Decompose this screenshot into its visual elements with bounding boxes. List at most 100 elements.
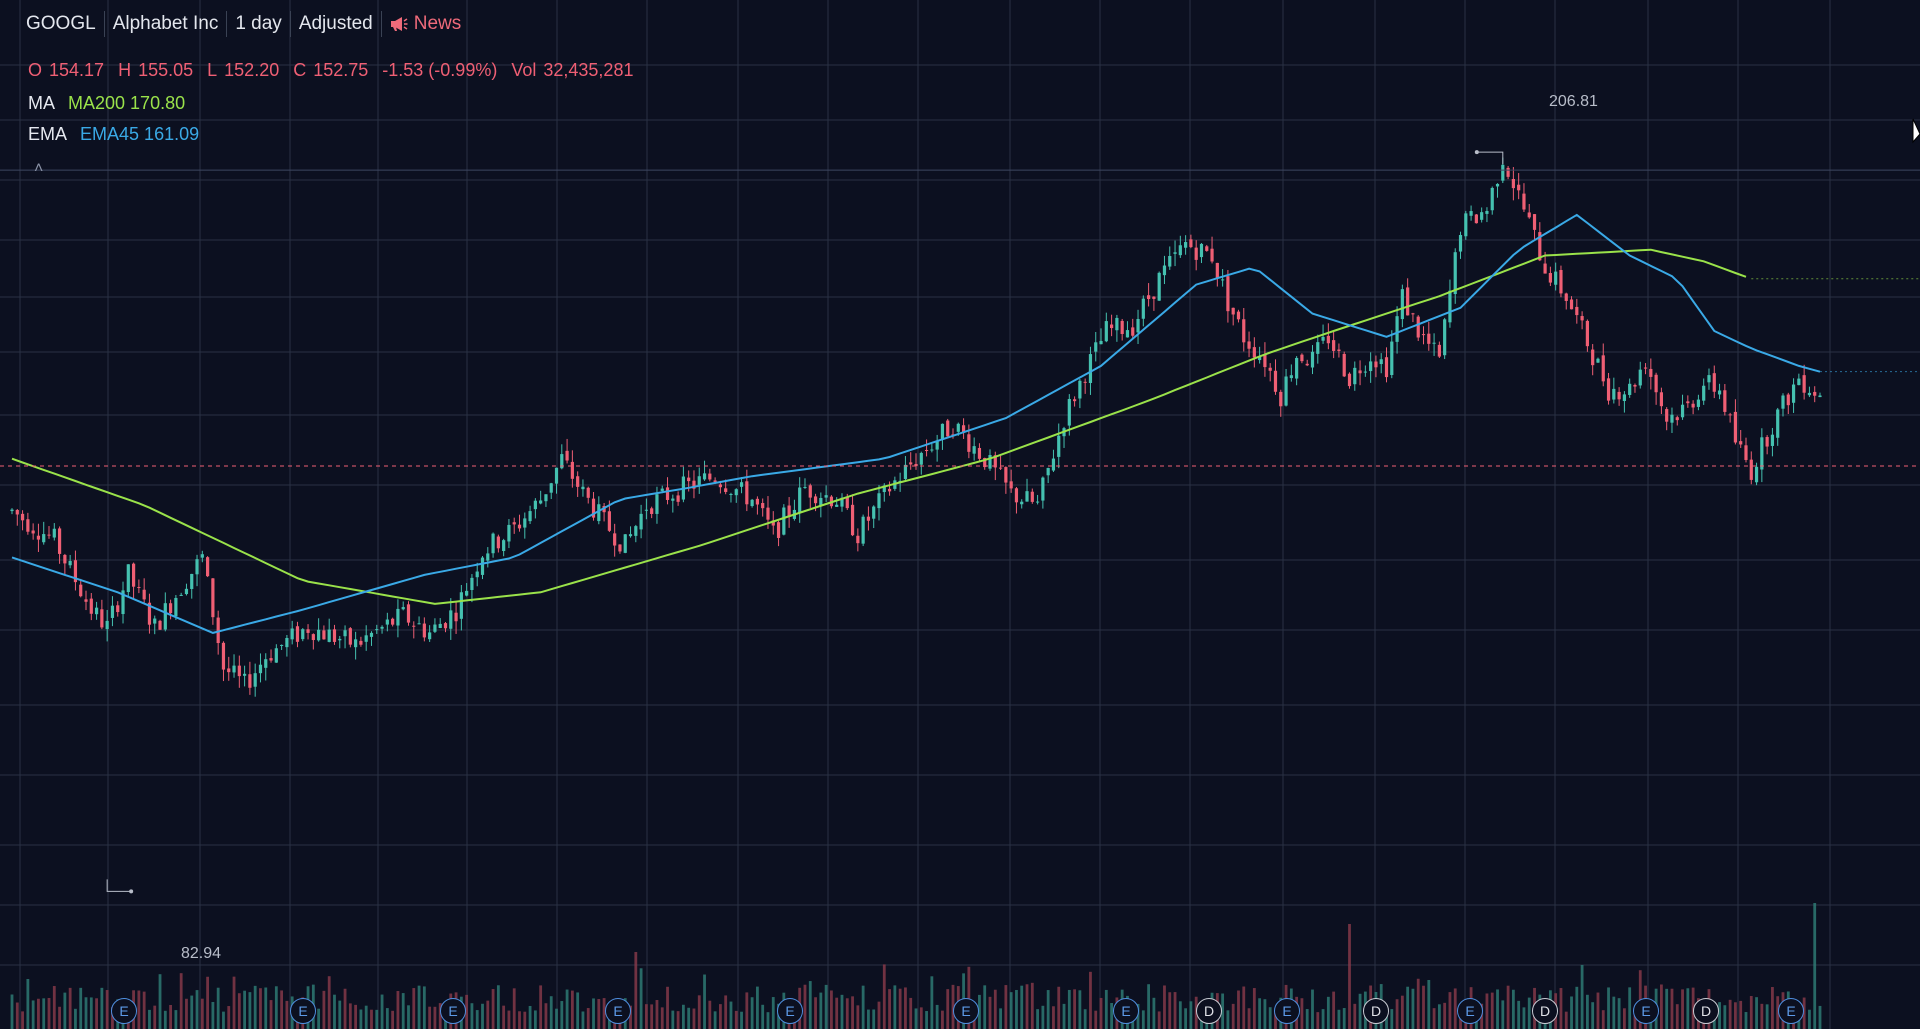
- volume-bar: [803, 984, 807, 1029]
- volume-bar: [1612, 996, 1616, 1029]
- candle-body: [787, 505, 791, 517]
- volume-bar: [946, 989, 950, 1029]
- volume-bar: [1036, 1009, 1039, 1029]
- candle-body: [1295, 357, 1299, 379]
- earnings-marker[interactable]: E: [1778, 998, 1804, 1024]
- volume-bar: [1348, 924, 1351, 1029]
- candle-body: [1353, 367, 1357, 385]
- candle-body: [581, 486, 585, 490]
- candle-body: [1464, 213, 1468, 237]
- volume-value: 32,435,281: [543, 60, 634, 80]
- earnings-marker[interactable]: E: [605, 998, 631, 1024]
- volume-bar: [84, 997, 88, 1029]
- candle-body: [1252, 347, 1256, 358]
- volume-bar: [1406, 986, 1410, 1029]
- earnings-marker[interactable]: E: [1274, 998, 1300, 1024]
- candle-body: [919, 452, 923, 465]
- earnings-marker[interactable]: E: [777, 998, 803, 1024]
- candle-body: [153, 618, 157, 624]
- candle-body: [798, 487, 802, 513]
- candle-body: [523, 518, 527, 528]
- candle-body: [1131, 327, 1135, 336]
- volume-bar: [565, 989, 569, 1029]
- candle-body: [1744, 445, 1748, 460]
- symbol-button[interactable]: GOOGL: [22, 11, 105, 37]
- candle-body: [983, 457, 987, 468]
- volume-bar: [465, 994, 469, 1029]
- candle-body: [290, 628, 294, 640]
- earnings-marker[interactable]: E: [953, 998, 979, 1024]
- candle-body: [364, 635, 368, 642]
- adjustment-button[interactable]: Adjusted: [291, 11, 382, 37]
- candle-body: [1363, 371, 1367, 373]
- candle-body: [607, 511, 611, 531]
- candle-body: [1501, 164, 1505, 181]
- volume-bar: [1400, 995, 1404, 1029]
- collapse-indicators-button[interactable]: ˄: [34, 160, 44, 177]
- volume-bar: [137, 990, 141, 1029]
- earnings-marker[interactable]: E: [1113, 998, 1139, 1024]
- dividend-marker[interactable]: D: [1196, 998, 1222, 1024]
- candle-body: [613, 533, 617, 546]
- dividend-marker[interactable]: D: [1363, 998, 1389, 1024]
- volume-bar: [740, 1011, 743, 1029]
- candle-body: [26, 519, 30, 532]
- candle-body: [1675, 417, 1679, 421]
- candle-body: [713, 480, 717, 482]
- high-marker: [1474, 150, 1504, 165]
- volume-bar: [1755, 997, 1758, 1029]
- volume-bar: [914, 1008, 918, 1029]
- candle-body: [1014, 488, 1019, 503]
- candle-body: [977, 447, 982, 459]
- volume-bar: [428, 1006, 432, 1029]
- volume-bar: [47, 997, 51, 1029]
- candle-body: [375, 629, 379, 631]
- volume-bar: [1681, 989, 1684, 1029]
- news-button[interactable]: News: [382, 11, 470, 37]
- earnings-marker[interactable]: E: [440, 998, 466, 1024]
- volume-bar: [148, 1009, 151, 1029]
- candle-body: [190, 573, 194, 589]
- candle-body: [1548, 273, 1552, 283]
- candle-body: [729, 493, 733, 495]
- volume-bar: [502, 1005, 506, 1029]
- earnings-marker[interactable]: E: [111, 998, 137, 1024]
- earnings-marker[interactable]: E: [1457, 998, 1483, 1024]
- earnings-marker[interactable]: E: [290, 998, 316, 1024]
- candle-body: [433, 624, 437, 632]
- volume-bar: [581, 1011, 585, 1029]
- candle-body: [539, 500, 543, 504]
- candle-body: [1818, 395, 1822, 398]
- dividend-marker[interactable]: D: [1532, 998, 1558, 1024]
- candle-body: [708, 473, 712, 480]
- candle-body: [1263, 354, 1267, 368]
- candle-body: [301, 629, 305, 640]
- candle-body: [1035, 501, 1040, 503]
- volume-bar: [1765, 1004, 1769, 1029]
- candle-body: [946, 420, 950, 437]
- candle-body: [1210, 248, 1214, 262]
- volume-bar: [1030, 982, 1034, 1029]
- volume-bar: [42, 998, 46, 1029]
- candle-body: [1030, 491, 1034, 502]
- volume-bar: [597, 999, 601, 1029]
- ema-indicator[interactable]: EMA EMA45 161.09: [28, 124, 199, 145]
- dividend-marker[interactable]: D: [1693, 998, 1719, 1024]
- candle-body: [142, 589, 146, 600]
- candle-body: [1776, 409, 1780, 438]
- volume-bar: [491, 989, 495, 1029]
- interval-button[interactable]: 1 day: [227, 11, 291, 37]
- ma-indicator[interactable]: MA MA200 170.80: [28, 93, 185, 114]
- volume-bar: [898, 988, 902, 1029]
- volume-bar: [338, 1000, 342, 1029]
- open-value: 154.17: [49, 60, 105, 80]
- earnings-marker[interactable]: E: [1633, 998, 1659, 1024]
- candle-body: [1654, 374, 1658, 393]
- candle-body: [940, 423, 945, 440]
- company-name[interactable]: Alphabet Inc: [105, 11, 228, 37]
- candle-body: [628, 534, 633, 537]
- volume-bar: [814, 997, 817, 1029]
